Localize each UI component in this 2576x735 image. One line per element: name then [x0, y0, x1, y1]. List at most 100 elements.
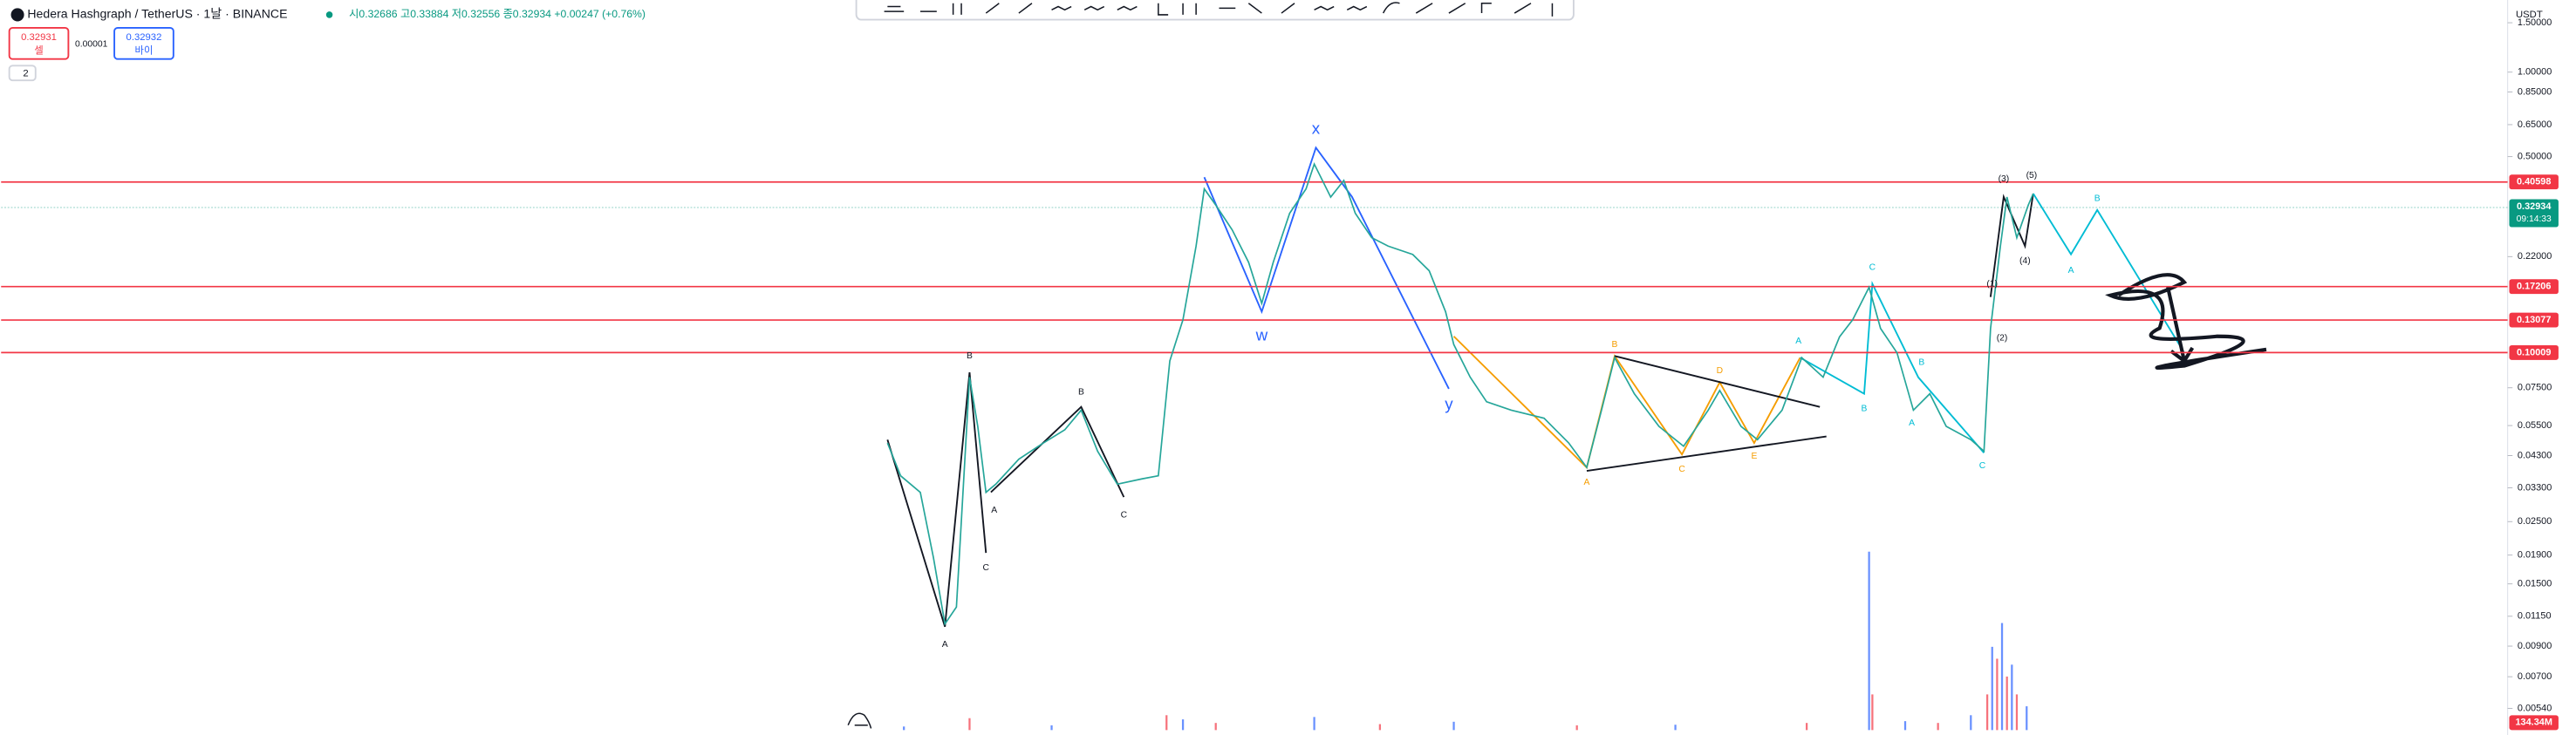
- price-tick-label: 0.05500: [2518, 420, 2552, 431]
- wave-label: (4): [2019, 256, 2031, 266]
- volume-bar: [1871, 694, 1874, 731]
- spread: 0.00001: [75, 40, 108, 50]
- level-badge: [2509, 312, 2559, 328]
- wave-label: (3): [1999, 174, 2010, 184]
- currency[interactable]: USDT: [2516, 10, 2543, 20]
- price-tick-label: 0.50000: [2518, 151, 2552, 161]
- volume-bar: [1313, 717, 1315, 731]
- volume-bar: [1903, 721, 1907, 731]
- tv-logo: [847, 712, 872, 729]
- wave-label: A: [1909, 419, 1915, 428]
- wave-label: B: [967, 351, 973, 361]
- indicator-count: 2: [23, 69, 28, 79]
- symbol-icon: [10, 8, 24, 22]
- volume-bar: [1991, 646, 1993, 731]
- last-price-badge: [2509, 199, 2559, 228]
- volume-bar: [1868, 551, 1870, 731]
- price-tick-label: 0.04300: [2518, 450, 2552, 460]
- wave-label: D: [1717, 366, 1723, 376]
- volume-bar: [968, 718, 971, 731]
- buy-label: 바이: [135, 44, 154, 56]
- wave-label: C: [1979, 461, 1986, 471]
- indicator-toggle[interactable]: [8, 65, 37, 82]
- wave-label: A: [991, 506, 997, 515]
- ohlc: 시0.32686 고0.33884 저0.32556 종0.32934 +0.0…: [349, 8, 646, 20]
- price-tick-label: 0.03300: [2518, 482, 2552, 493]
- wave-label: C: [1121, 511, 1128, 521]
- wave-label: C: [983, 563, 990, 573]
- price-line: [886, 161, 2034, 626]
- volume-label: 134.34M: [2515, 718, 2552, 728]
- volume-bar: [2011, 664, 2013, 731]
- wave-label: E: [1751, 452, 1757, 461]
- volume-bar: [903, 726, 905, 731]
- volume-bar: [2015, 694, 2019, 731]
- wave-label: B: [1078, 387, 1084, 397]
- price-tick-label: 0.85000: [2518, 86, 2552, 97]
- wave-label: C: [1678, 465, 1685, 474]
- wave-label: w: [1255, 326, 1268, 344]
- wave-label: B: [1862, 404, 1868, 413]
- volume-bar: [1985, 694, 1989, 731]
- price-tick-label: 1.00000: [2518, 67, 2552, 78]
- sell-label: 셀: [34, 44, 43, 56]
- volume-bar: [1452, 721, 1455, 731]
- buy-button[interactable]: [113, 27, 174, 60]
- price-tick-label: 0.22000: [2518, 251, 2552, 262]
- sell-button[interactable]: [8, 27, 70, 60]
- volume-bar: [2026, 706, 2028, 731]
- volume-bar: [2000, 623, 2004, 731]
- volume-bar: [1575, 725, 1578, 731]
- volume-badge: [2509, 715, 2559, 731]
- buy-price: 0.32932: [126, 32, 162, 43]
- wave-label: (2): [1997, 333, 2008, 343]
- wave-label: y: [1445, 395, 1453, 413]
- wave-label: B: [2094, 194, 2101, 203]
- chart-area: 1.50000 1.00000 0.85000 0.65000 0.50000 0.220…: [1, 17, 2559, 731]
- volume-bar: [1937, 723, 1939, 731]
- volume-bar: [1050, 725, 1053, 731]
- wave-label: x: [1312, 119, 1321, 138]
- wave-label: A: [942, 640, 948, 650]
- symbol-title: Hedera Hashgraph / TetherUS · 1날 · BINAN…: [27, 7, 287, 21]
- level-badge: [2509, 279, 2559, 295]
- wave-label: A: [2068, 266, 2074, 276]
- price-tick-label: 0.00900: [2518, 641, 2552, 651]
- wave-label: B: [1918, 358, 1924, 368]
- wave-label: C: [1869, 262, 1876, 272]
- toolbar-icons: [884, 2, 1554, 17]
- wave-label: B: [1612, 340, 1618, 350]
- price-tick-label: 0.01500: [2518, 579, 2552, 589]
- drawing-toolbar[interactable]: [855, 0, 1575, 21]
- volume-bar: [2005, 676, 2008, 731]
- volume-bar: [1181, 719, 1185, 731]
- level-label: 0.40598: [2517, 177, 2551, 187]
- wave-label: (5): [2026, 171, 2038, 180]
- volume-bar: [1378, 724, 1382, 731]
- level-badge: [2509, 344, 2559, 360]
- price-tick-label: 0.01900: [2518, 549, 2552, 560]
- price-tick-label: 0.65000: [2518, 119, 2552, 130]
- price-tick-label: 0.00540: [2518, 703, 2552, 713]
- volume-bar: [1970, 715, 1972, 731]
- countdown: 09:14:33: [2517, 214, 2552, 224]
- volume-bar: [1674, 725, 1677, 731]
- level-badge: [2509, 174, 2559, 190]
- last-price-label: 0.32934: [2517, 201, 2551, 212]
- price-tick-label: 0.01150: [2518, 611, 2552, 622]
- price-tick-label: 1.50000: [2518, 17, 2552, 28]
- price-tick-label: 0.00700: [2518, 671, 2552, 682]
- wave-label: (1): [1986, 279, 1998, 289]
- level-label: 0.13077: [2517, 315, 2551, 325]
- price-tick-label: 0.02500: [2518, 516, 2552, 527]
- volume-bar: [1996, 658, 1999, 731]
- market-status: [325, 11, 333, 18]
- volume-bar: [1165, 715, 1168, 731]
- wave-label: A: [1584, 478, 1590, 487]
- sell-price: 0.32931: [21, 32, 57, 43]
- volume-bar: [1805, 723, 1808, 731]
- price-tick-label: 0.07500: [2518, 383, 2552, 393]
- level-label: 0.10009: [2517, 347, 2551, 357]
